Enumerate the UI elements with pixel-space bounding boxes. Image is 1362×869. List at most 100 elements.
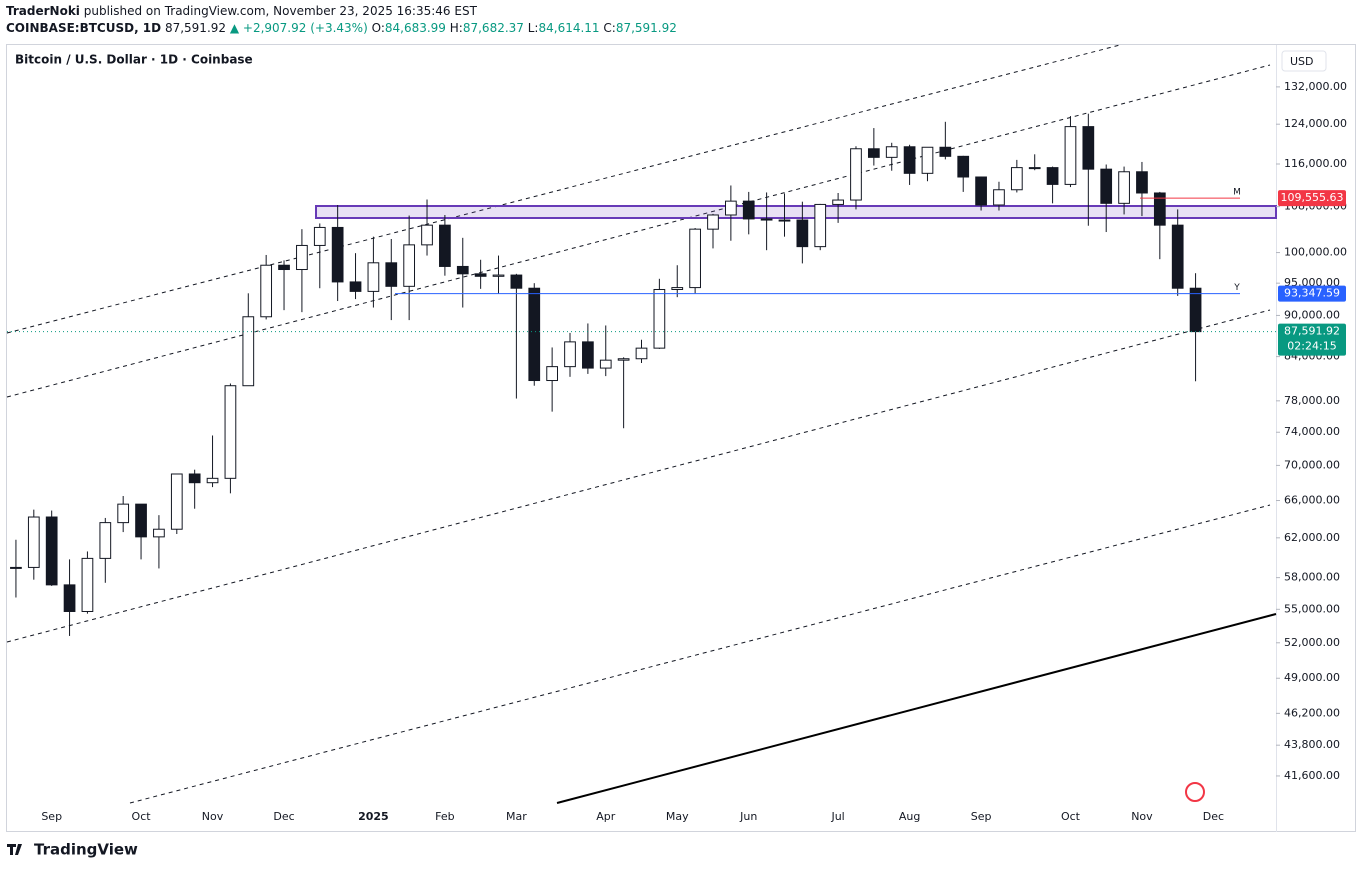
candle-body <box>439 224 451 267</box>
trend-line <box>556 613 1277 804</box>
candle-body <box>832 199 844 205</box>
candle-body <box>1136 171 1148 194</box>
icon <box>1185 782 1205 802</box>
candle-body <box>456 265 469 275</box>
y-tick-label: 43,800.00 <box>1284 738 1340 751</box>
x-tick-label: Sep <box>971 810 992 823</box>
candle-body <box>921 146 934 174</box>
candle-body <box>474 273 487 277</box>
price-line-tag: Y <box>1233 283 1240 293</box>
candle-body <box>385 262 398 287</box>
candle-body <box>1189 287 1202 333</box>
y-tick-label: 58,000.00 <box>1284 571 1340 584</box>
candle-body <box>510 274 523 289</box>
y-tick-label: 55,000.00 <box>1284 602 1340 615</box>
candle-body <box>582 341 594 369</box>
c-label: C: <box>603 21 616 35</box>
candle-body <box>903 146 916 174</box>
last: 87,591.92 <box>164 21 227 35</box>
candle-body <box>27 516 40 568</box>
c: 87,591.92 <box>615 21 677 35</box>
candle-body <box>421 224 433 246</box>
y-tick-label: 49,000.00 <box>1284 671 1340 684</box>
candle-body <box>1010 167 1023 191</box>
author: TraderNoki <box>6 4 80 18</box>
price-line-tag: M <box>1233 188 1241 198</box>
o-label: O: <box>371 21 385 35</box>
y-tick-label: 46,200.00 <box>1284 706 1340 719</box>
y-tick-label: 66,000.00 <box>1284 494 1340 507</box>
chart-title: Bitcoin / U.S. Dollar · 1D · Coinbase <box>15 53 253 67</box>
x-tick-label: Oct <box>1061 810 1081 823</box>
candle-body <box>313 226 326 246</box>
candle-body <box>296 244 308 271</box>
chart-frame <box>6 44 1356 832</box>
candle-body <box>1118 171 1130 204</box>
candle-body <box>206 477 219 484</box>
price-label: 109,555.63 <box>1281 191 1344 204</box>
l-label: L: <box>527 21 539 35</box>
candle-body <box>1064 126 1077 185</box>
channel-line <box>6 309 1271 643</box>
candle-body <box>957 155 970 178</box>
x-tick-label: May <box>666 810 689 823</box>
candle-body <box>546 366 558 382</box>
candle-body <box>885 146 898 158</box>
y-tick-label: 132,000.00 <box>1284 80 1347 93</box>
y-tick-label: 90,000.00 <box>1284 308 1340 321</box>
candle-body <box>153 528 165 538</box>
y-tick-label: 100,000.00 <box>1284 246 1347 259</box>
header-line: TraderNoki published on TradingView.com,… <box>6 4 477 18</box>
candle-body <box>45 516 58 586</box>
price-label-box <box>1278 323 1346 356</box>
x-tick-label: Nov <box>1131 810 1153 823</box>
price-label-box <box>1278 190 1346 207</box>
x-tick-label: Nov <box>202 810 224 823</box>
candle-body <box>850 148 862 201</box>
candle-body <box>1100 168 1113 204</box>
candle-body <box>242 316 255 387</box>
y-tick-label: 116,000.00 <box>1284 157 1347 170</box>
y-tick-label: 74,000.00 <box>1284 425 1340 438</box>
zone <box>315 205 1277 219</box>
footer-logo: TradingView <box>34 841 138 859</box>
countdown: 02:24:15 <box>1287 340 1336 353</box>
candle-body <box>170 473 183 530</box>
candle-body <box>599 359 612 369</box>
x-tick-label: 2025 <box>358 810 389 823</box>
candle-body <box>63 584 76 612</box>
candle-body <box>349 281 362 292</box>
candle-body <box>260 264 273 318</box>
channel-lines <box>6 44 1271 804</box>
candle-body <box>1082 126 1095 170</box>
candle-body <box>135 503 147 538</box>
y-tick-label: 78,000.00 <box>1284 394 1340 407</box>
candle-body <box>725 200 737 216</box>
y-tick-label: 124,000.00 <box>1284 117 1347 130</box>
candle-body <box>760 218 773 221</box>
change: ▲ +2,907.92 (+3.43%) <box>229 21 368 35</box>
x-tick-label: Feb <box>435 810 454 823</box>
x-tick-label: Apr <box>596 810 616 823</box>
candle-body <box>975 176 987 206</box>
candle-body <box>403 244 416 287</box>
channel-line <box>6 44 1121 334</box>
x-tick-label: Sep <box>41 810 62 823</box>
candle-body <box>653 288 666 349</box>
candle-body <box>99 522 112 559</box>
candle-body <box>867 148 880 158</box>
logo-mark <box>7 844 22 855</box>
x-tick-label: Dec <box>1203 810 1224 823</box>
published: published on TradingView.com, November 2… <box>83 4 477 18</box>
x-tick-label: Dec <box>273 810 294 823</box>
currency-box <box>1281 50 1327 72</box>
candle-body <box>528 287 541 382</box>
candle-body <box>188 473 201 484</box>
candle-body <box>224 385 237 479</box>
x-tick-label: Aug <box>899 810 920 823</box>
candle-body <box>564 341 576 368</box>
x-tick-label: Jun <box>739 810 757 823</box>
candle-body <box>617 358 630 361</box>
